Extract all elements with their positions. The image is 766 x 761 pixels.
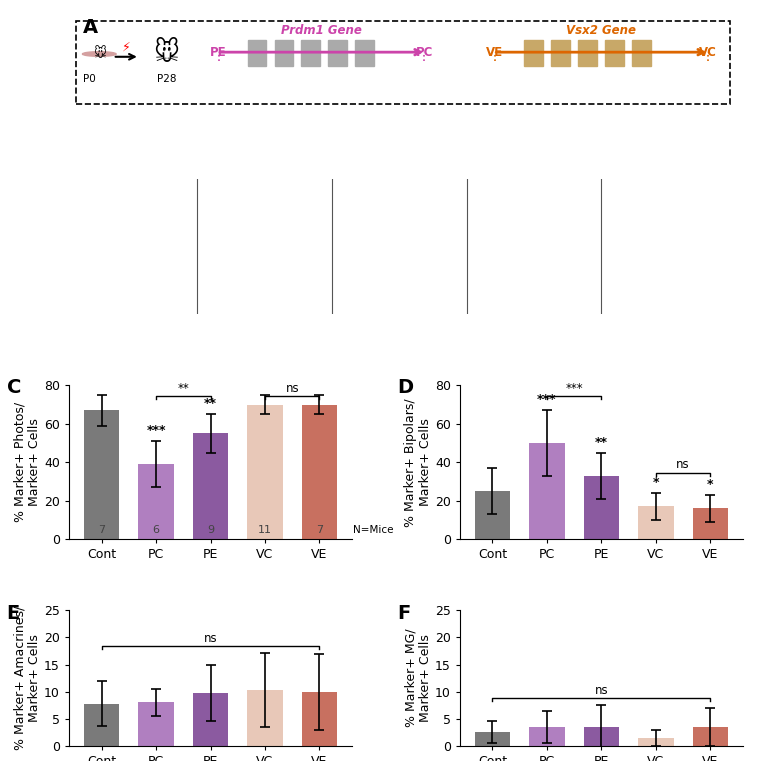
Text: P28 PC: P28 PC bbox=[246, 183, 283, 193]
Text: INL: INL bbox=[473, 235, 486, 244]
Y-axis label: % Marker+ Photos/
Marker+ Cells: % Marker+ Photos/ Marker+ Cells bbox=[13, 402, 41, 522]
Bar bbox=[193, 433, 228, 540]
Text: **: ** bbox=[204, 397, 217, 410]
Y-axis label: % Marker+ Bipolars/
Marker+ Cells: % Marker+ Bipolars/ Marker+ Cells bbox=[404, 398, 432, 527]
Bar bbox=[584, 476, 619, 540]
Text: ONL: ONL bbox=[608, 204, 624, 213]
Bar bbox=[551, 40, 570, 66]
Text: ns: ns bbox=[676, 458, 690, 472]
Bar bbox=[584, 727, 619, 746]
Bar bbox=[638, 737, 673, 746]
Text: 11: 11 bbox=[258, 525, 272, 535]
Bar bbox=[524, 40, 543, 66]
Bar bbox=[139, 702, 174, 746]
Bar bbox=[302, 40, 320, 66]
Text: P28 Control: P28 Control bbox=[100, 183, 160, 193]
Text: INL: INL bbox=[608, 235, 620, 244]
Text: 9: 9 bbox=[207, 525, 214, 535]
Text: 6: 6 bbox=[152, 525, 159, 535]
Text: D: D bbox=[398, 377, 414, 396]
Text: PE: PE bbox=[211, 46, 227, 59]
Bar bbox=[638, 507, 673, 540]
Text: ONL: ONL bbox=[69, 204, 85, 213]
Text: ⚡: ⚡ bbox=[122, 40, 131, 53]
Text: 7: 7 bbox=[316, 525, 323, 535]
Bar bbox=[475, 491, 510, 540]
Text: ns: ns bbox=[594, 684, 608, 697]
Text: Prdm1 Gene: Prdm1 Gene bbox=[281, 24, 362, 37]
Bar bbox=[578, 40, 597, 66]
Text: INL: INL bbox=[339, 235, 351, 244]
Bar bbox=[355, 40, 375, 66]
Text: A: A bbox=[83, 18, 97, 37]
Text: B: B bbox=[62, 183, 77, 202]
Text: P28: P28 bbox=[157, 74, 176, 84]
Bar bbox=[475, 732, 510, 746]
Text: 7: 7 bbox=[98, 525, 105, 535]
Bar bbox=[139, 464, 174, 540]
Text: P0: P0 bbox=[83, 74, 96, 84]
Text: F: F bbox=[398, 603, 411, 622]
Text: P28 PE: P28 PE bbox=[381, 183, 417, 193]
Text: INL: INL bbox=[69, 235, 81, 244]
Bar bbox=[84, 410, 119, 540]
Bar bbox=[632, 40, 650, 66]
Bar bbox=[605, 40, 624, 66]
Bar bbox=[302, 692, 337, 746]
Text: 🐭: 🐭 bbox=[154, 40, 180, 65]
Circle shape bbox=[83, 52, 116, 56]
Bar bbox=[329, 40, 347, 66]
Text: 🐭: 🐭 bbox=[93, 47, 106, 61]
Text: **: ** bbox=[595, 436, 608, 449]
Bar bbox=[84, 703, 119, 746]
Text: *: * bbox=[653, 476, 659, 489]
Bar bbox=[529, 443, 565, 540]
Text: ***: *** bbox=[565, 381, 583, 394]
Text: ns: ns bbox=[286, 381, 299, 394]
Text: INL: INL bbox=[204, 235, 216, 244]
Bar bbox=[692, 727, 728, 746]
Text: **: ** bbox=[178, 381, 189, 394]
Text: ***: *** bbox=[146, 424, 165, 438]
Text: ONL: ONL bbox=[339, 204, 355, 213]
Bar bbox=[247, 690, 283, 746]
Text: P28 VC: P28 VC bbox=[516, 183, 553, 193]
Y-axis label: % Marker+ MG/
Marker+ Cells: % Marker+ MG/ Marker+ Cells bbox=[404, 629, 432, 728]
Bar bbox=[692, 508, 728, 540]
Text: N=Mice: N=Mice bbox=[353, 525, 394, 535]
Text: VC: VC bbox=[699, 46, 717, 59]
Text: VE: VE bbox=[486, 46, 503, 59]
Bar bbox=[193, 693, 228, 746]
Text: ONL: ONL bbox=[204, 204, 220, 213]
Text: ***: *** bbox=[537, 393, 557, 406]
Bar bbox=[302, 405, 337, 540]
Text: ns: ns bbox=[204, 632, 218, 645]
Text: ONL: ONL bbox=[473, 204, 489, 213]
Text: C: C bbox=[7, 377, 21, 396]
Text: P28 VE: P28 VE bbox=[650, 183, 687, 193]
Text: PC: PC bbox=[415, 46, 433, 59]
Text: Marker: Marker bbox=[67, 230, 77, 263]
Bar bbox=[529, 727, 565, 746]
Y-axis label: % Marker+ Amacrines/
Marker+ Cells: % Marker+ Amacrines/ Marker+ Cells bbox=[13, 606, 41, 750]
Text: E: E bbox=[7, 603, 20, 622]
Text: *: * bbox=[707, 478, 714, 491]
Bar bbox=[247, 405, 283, 540]
Text: Vsx2 Gene: Vsx2 Gene bbox=[567, 24, 637, 37]
Bar bbox=[247, 40, 267, 66]
Bar bbox=[274, 40, 293, 66]
